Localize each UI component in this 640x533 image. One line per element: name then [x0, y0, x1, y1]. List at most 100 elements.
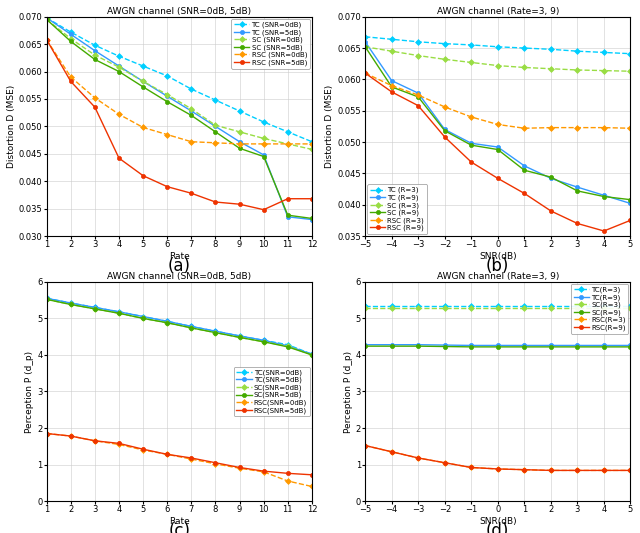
- SC(R=3): [520, 305, 528, 311]
- SC (R=3): [414, 52, 422, 59]
- TC(SNR=0dB): [260, 337, 268, 343]
- RSC (R=3): [441, 104, 449, 110]
- Line: TC (R=3): TC (R=3): [363, 35, 632, 56]
- RSC(SNR=0dB): [140, 447, 147, 453]
- RSC(R=9): [494, 466, 502, 472]
- SC (SNR=0dB): [67, 36, 75, 42]
- Line: RSC (SNR=0dB): RSC (SNR=0dB): [45, 38, 314, 146]
- RSC (SNR=0dB): [308, 141, 316, 147]
- Line: TC (SNR=0dB): TC (SNR=0dB): [45, 16, 314, 144]
- TC(SNR=0dB): [140, 313, 147, 320]
- SC (SNR=5dB): [115, 68, 123, 75]
- SC(SNR=0dB): [91, 306, 99, 312]
- RSC (R=3): [600, 124, 608, 131]
- RSC(SNR=5dB): [43, 430, 51, 437]
- TC (R=3): [362, 34, 369, 40]
- Line: SC(SNR=5dB): SC(SNR=5dB): [45, 297, 314, 357]
- Line: SC (SNR=0dB): SC (SNR=0dB): [45, 18, 314, 151]
- SC(R=9): [627, 344, 634, 350]
- RSC(R=9): [547, 467, 555, 474]
- RSC(SNR=0dB): [163, 451, 171, 457]
- SC (SNR=0dB): [140, 78, 147, 85]
- Title: AWGN channel (Rate=3, 9): AWGN channel (Rate=3, 9): [436, 272, 559, 281]
- RSC(R=3): [414, 455, 422, 461]
- SC(SNR=5dB): [115, 310, 123, 317]
- Y-axis label: Perception P (d_p): Perception P (d_p): [26, 350, 35, 433]
- TC (R=9): [627, 200, 634, 207]
- TC(R=3): [414, 302, 422, 309]
- SC(R=9): [547, 344, 555, 350]
- RSC(SNR=5dB): [212, 459, 220, 466]
- TC (SNR=0dB): [67, 29, 75, 35]
- SC(SNR=0dB): [163, 320, 171, 326]
- RSC (R=9): [520, 190, 528, 197]
- SC (SNR=0dB): [163, 91, 171, 98]
- Y-axis label: Distortion D (MSE): Distortion D (MSE): [326, 85, 335, 168]
- TC (SNR=0dB): [163, 72, 171, 79]
- RSC(SNR=0dB): [115, 441, 123, 448]
- RSC (R=3): [467, 114, 475, 120]
- TC(SNR=0dB): [188, 323, 195, 329]
- Title: AWGN channel (SNR=0dB, 5dB): AWGN channel (SNR=0dB, 5dB): [108, 272, 252, 281]
- RSC (R=9): [388, 88, 396, 95]
- X-axis label: SNR(dB): SNR(dB): [479, 252, 516, 261]
- Line: SC (R=3): SC (R=3): [363, 45, 632, 74]
- TC (SNR=0dB): [308, 139, 316, 145]
- SC(R=3): [388, 305, 396, 311]
- TC (R=3): [441, 41, 449, 47]
- SC(SNR=5dB): [188, 325, 195, 331]
- RSC(R=3): [388, 449, 396, 455]
- TC(SNR=5dB): [212, 328, 220, 334]
- SC (SNR=0dB): [212, 122, 220, 128]
- TC (R=3): [414, 38, 422, 45]
- SC (R=3): [362, 44, 369, 50]
- TC(SNR=5dB): [260, 337, 268, 343]
- X-axis label: Rate: Rate: [169, 252, 189, 261]
- RSC(SNR=5dB): [140, 446, 147, 453]
- Line: TC(R=9): TC(R=9): [363, 343, 632, 348]
- SC (R=9): [388, 84, 396, 90]
- TC (SNR=5dB): [260, 152, 268, 158]
- SC(R=9): [600, 344, 608, 350]
- RSC(SNR=5dB): [284, 470, 292, 477]
- RSC (SNR=0dB): [91, 95, 99, 101]
- Line: TC (SNR=5dB): TC (SNR=5dB): [45, 16, 314, 222]
- SC(R=9): [520, 344, 528, 350]
- TC (SNR=5dB): [43, 14, 51, 21]
- TC (SNR=5dB): [91, 47, 99, 54]
- TC (R=3): [627, 51, 634, 57]
- SC (R=9): [441, 127, 449, 134]
- RSC(R=3): [441, 459, 449, 466]
- TC (SNR=0dB): [284, 128, 292, 135]
- TC(SNR=5dB): [236, 333, 243, 339]
- Text: (a): (a): [168, 257, 191, 276]
- TC(SNR=0dB): [212, 328, 220, 334]
- SC (SNR=5dB): [43, 17, 51, 23]
- SC (R=3): [388, 48, 396, 54]
- RSC (R=9): [600, 228, 608, 234]
- TC(SNR=0dB): [67, 300, 75, 306]
- SC (R=9): [600, 193, 608, 200]
- SC(R=3): [362, 305, 369, 311]
- SC (R=9): [467, 142, 475, 148]
- Title: AWGN channel (Rate=3, 9): AWGN channel (Rate=3, 9): [436, 7, 559, 16]
- TC(SNR=5dB): [91, 304, 99, 311]
- SC(R=9): [467, 344, 475, 350]
- RSC(SNR=5dB): [188, 455, 195, 461]
- TC(R=9): [600, 342, 608, 349]
- RSC (SNR=0dB): [260, 141, 268, 147]
- SC(SNR=0dB): [140, 315, 147, 321]
- TC (SNR=5dB): [212, 123, 220, 130]
- SC(R=3): [573, 305, 581, 311]
- RSC(R=3): [627, 467, 634, 474]
- TC (SNR=0dB): [212, 97, 220, 103]
- SC (R=3): [494, 62, 502, 69]
- TC(SNR=0dB): [91, 304, 99, 311]
- TC (SNR=5dB): [188, 108, 195, 114]
- RSC (SNR=0dB): [212, 140, 220, 146]
- SC(SNR=0dB): [115, 310, 123, 317]
- TC (SNR=5dB): [140, 78, 147, 85]
- SC (SNR=5dB): [67, 38, 75, 45]
- TC(SNR=0dB): [43, 295, 51, 302]
- TC(R=9): [467, 342, 475, 349]
